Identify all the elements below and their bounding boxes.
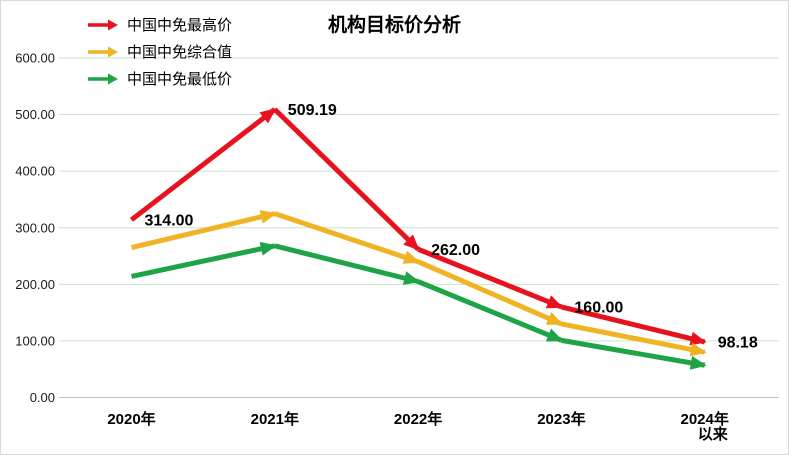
chart-title: 机构目标价分析 (328, 15, 462, 36)
x-tick-label: 2022年 (394, 410, 442, 428)
legend-label: 中国中免最高价 (127, 17, 233, 34)
data-label: 98.18 (718, 334, 758, 351)
green-arrow-icon (88, 73, 118, 84)
series-line-segment (560, 321, 707, 357)
y-tick-label: 600.00 (15, 51, 55, 66)
x-tick-label: 2020年 (107, 410, 155, 428)
x-tick-label: 2021年 (251, 410, 299, 428)
data-label: 262.00 (431, 242, 480, 259)
legend-item-highest: 中国中免最高价 (87, 11, 232, 38)
series-line-segment (417, 259, 564, 327)
series-line-segment (129, 107, 277, 222)
chart-legend: 中国中免最高价 中国中免综合值 中国中免最低价 (87, 11, 232, 92)
data-label: 314.00 (145, 212, 194, 229)
series-line-segment (274, 211, 420, 265)
y-tick-label: 300.00 (15, 220, 55, 235)
y-tick-label: 200.00 (15, 277, 55, 292)
x-tick-label: 2023年 (537, 410, 585, 428)
legend-item-composite: 中国中免综合值 (87, 38, 232, 65)
y-tick-label: 400.00 (15, 164, 55, 179)
red-arrow-icon (88, 19, 118, 30)
series-line-segment (560, 304, 707, 346)
series-line-segment (417, 279, 564, 343)
data-label: 160.00 (574, 299, 623, 316)
series-line-segment (560, 337, 707, 370)
series-line-segment (273, 107, 420, 252)
legend-item-lowest: 中国中免最低价 (87, 65, 232, 92)
y-tick-label: 0.00 (30, 390, 55, 405)
data-label: 509.19 (288, 102, 337, 119)
series-line-segment (274, 243, 421, 285)
series-line-segment (130, 241, 277, 279)
series-line-segment (417, 246, 564, 310)
legend-label: 中国中免最低价 (127, 71, 233, 88)
x-tick-label: 2024年以来 (681, 410, 729, 443)
legend-label: 中国中免综合值 (127, 44, 233, 61)
y-tick-label: 100.00 (15, 333, 55, 348)
yellow-arrow-icon (88, 46, 118, 57)
y-tick-label: 500.00 (15, 107, 55, 122)
series-line-segment (130, 210, 277, 250)
